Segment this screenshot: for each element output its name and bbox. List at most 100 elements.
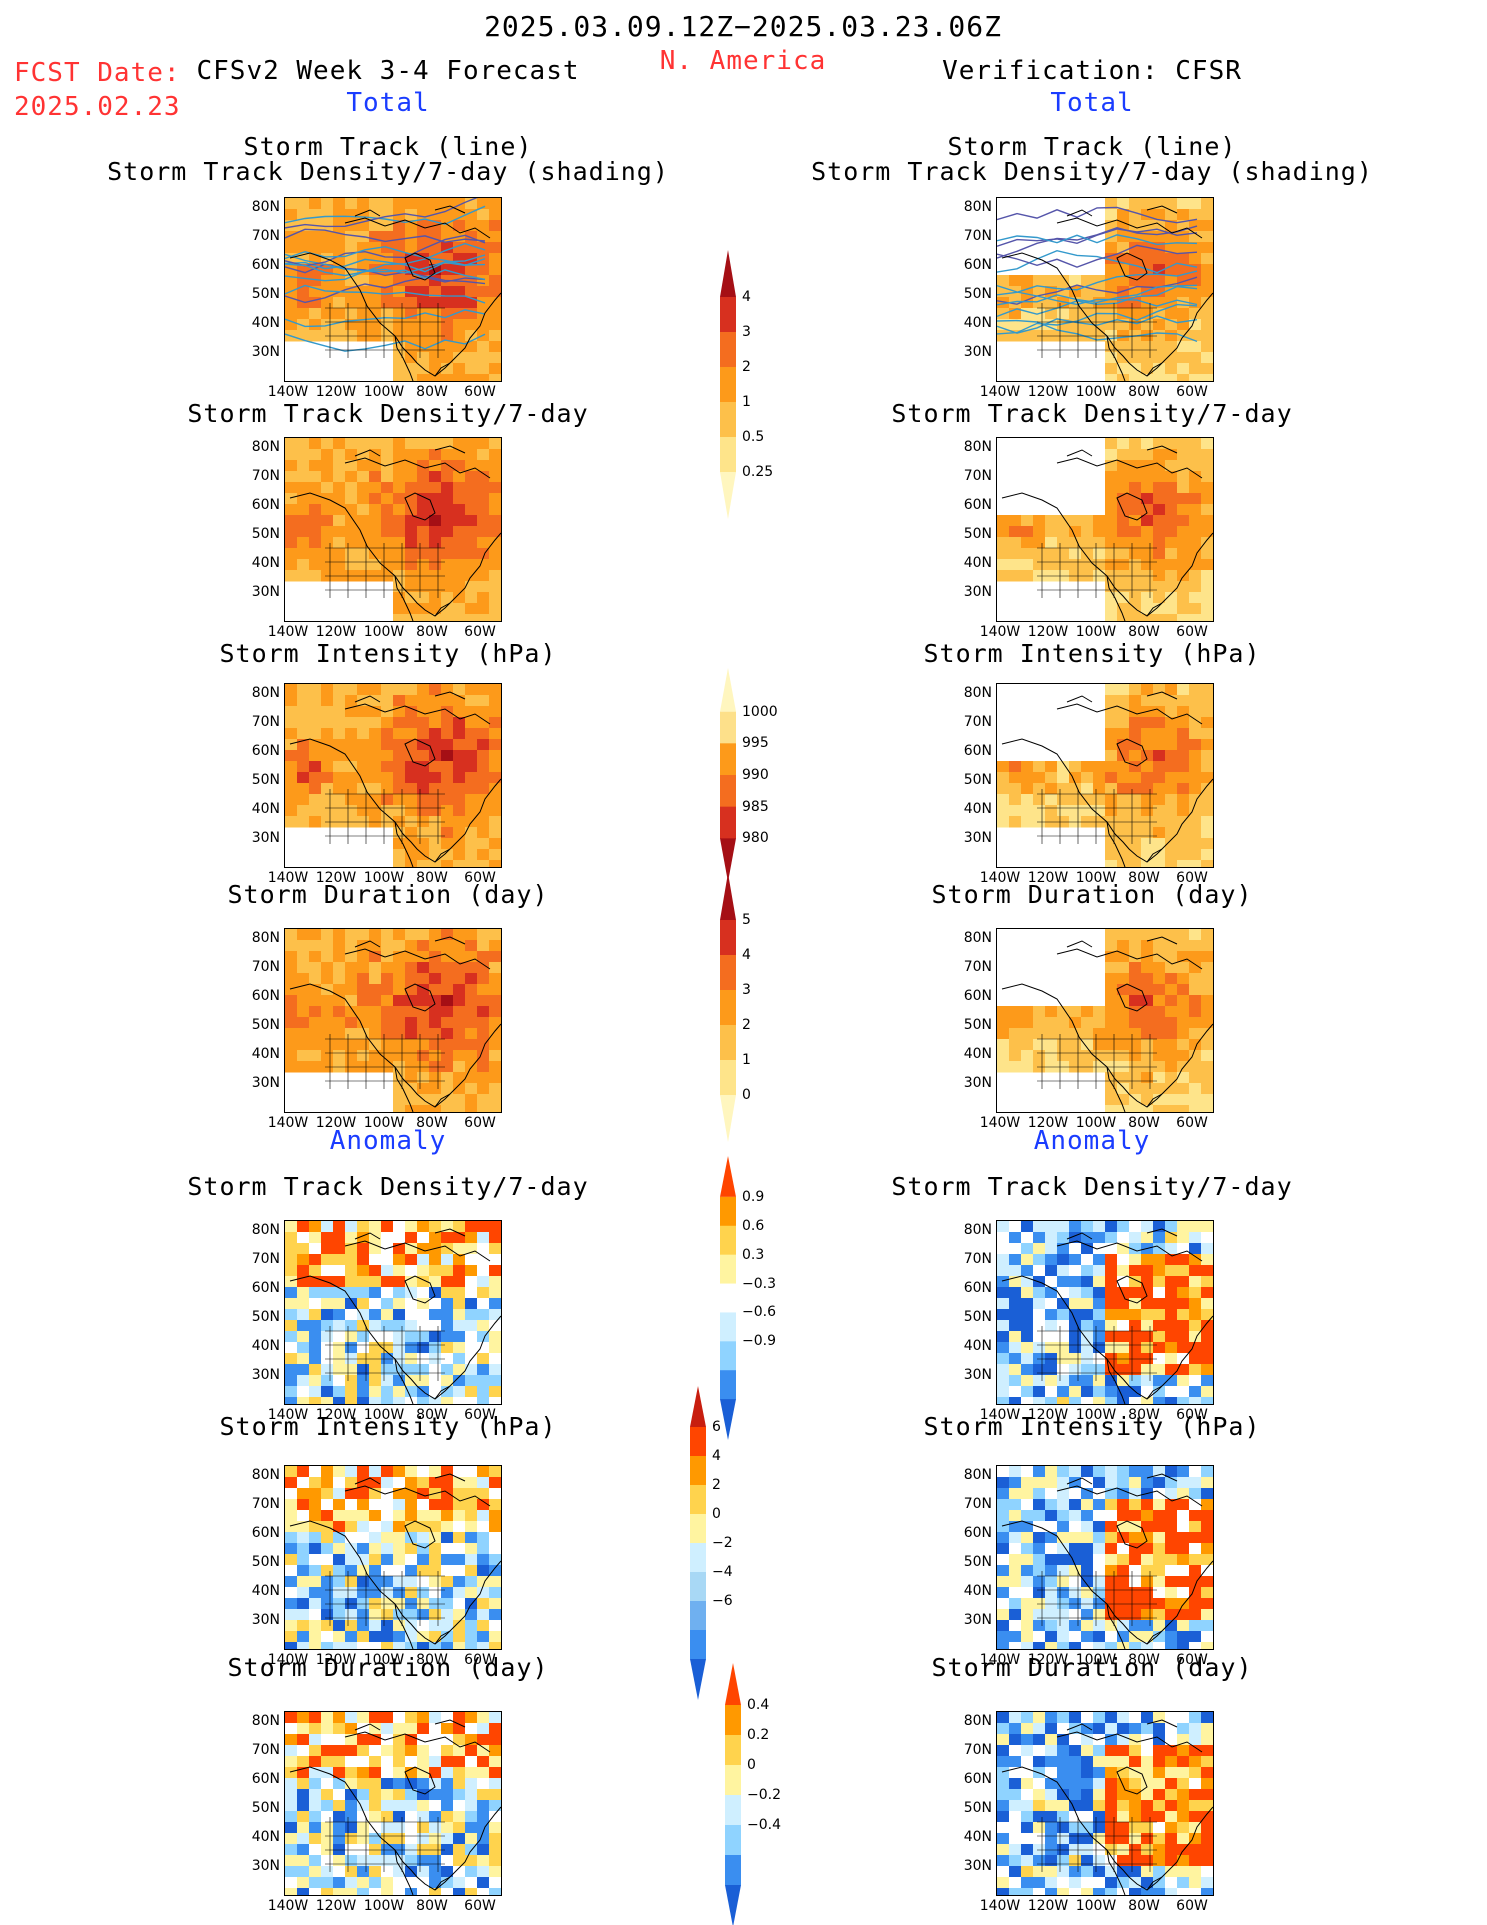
map-shading — [997, 1221, 1213, 1404]
lon-tick-label: 100W — [363, 1898, 405, 1914]
colorbar-segment — [720, 367, 736, 403]
map-shading — [285, 198, 501, 381]
lon-tick-label: 120W — [1027, 870, 1069, 886]
forecast-period: 2025.03.09.12Z−2025.03.23.06Z — [484, 10, 1002, 43]
colorbar-segment — [720, 402, 736, 438]
lon-tick-label: 140W — [979, 1115, 1021, 1131]
lon-tick-label: 60W — [1176, 1407, 1208, 1423]
colorbar-segment — [720, 806, 736, 839]
lon-tick-label: 100W — [1075, 1115, 1117, 1131]
lon-tick-label: 60W — [1176, 870, 1208, 886]
lat-tick-label: 80N — [251, 1222, 280, 1238]
panel-title-density-anom-right: Storm Track Density/7-day — [891, 1172, 1293, 1201]
lat-tick-label: 30N — [251, 1075, 280, 1091]
lon-tick-label: 140W — [979, 1652, 1021, 1668]
lon-tick-label: 120W — [1027, 1407, 1069, 1423]
lat-tick-label: 50N — [963, 1554, 992, 1570]
lat-tick-label: 60N — [251, 257, 280, 273]
colorbar-segment — [720, 1095, 736, 1142]
lat-tick-label: 50N — [963, 286, 992, 302]
lat-tick-label: 40N — [251, 1829, 280, 1845]
lon-tick-label: 140W — [979, 624, 1021, 640]
colorbar-label: 4 — [712, 1448, 721, 1464]
colorbar-segment — [725, 1663, 741, 1705]
map-shading — [285, 1466, 501, 1649]
lon-tick-label: 60W — [1176, 384, 1208, 400]
colorbar-density_total — [720, 250, 736, 519]
anomaly-label-right: Anomaly — [1033, 1126, 1151, 1156]
lat-tick-label: 50N — [251, 1017, 280, 1033]
map-shading — [997, 684, 1213, 867]
lon-tick-label: 120W — [315, 624, 357, 640]
lon-tick-label: 100W — [363, 870, 405, 886]
lat-tick-label: 40N — [251, 315, 280, 331]
lat-tick-label: 50N — [251, 526, 280, 542]
lat-tick-label: 60N — [251, 1280, 280, 1296]
fcst-date-label: FCST Date: — [14, 58, 181, 88]
lat-tick-label: 30N — [963, 584, 992, 600]
map-shading — [997, 1712, 1213, 1895]
lat-tick-label: 60N — [963, 988, 992, 1004]
panel-title-intensity-right: Storm Intensity (hPa) — [923, 639, 1261, 668]
map-shading — [285, 438, 501, 621]
lat-tick-label: 70N — [963, 468, 992, 484]
lat-tick-label: 40N — [251, 555, 280, 571]
colorbar-label: −2 — [712, 1535, 733, 1551]
lon-tick-label: 80W — [416, 1898, 448, 1914]
lat-tick-label: 30N — [963, 830, 992, 846]
colorbar-label: −4 — [712, 1564, 733, 1580]
colorbar-segment — [720, 1196, 736, 1227]
lat-tick-label: 30N — [963, 1612, 992, 1628]
lon-tick-label: 80W — [1128, 624, 1160, 640]
lat-tick-label: 50N — [251, 286, 280, 302]
colorbar-segment — [720, 1312, 736, 1342]
panel-title-track-shading-left: Storm Track Density/7-day (shading) — [107, 157, 669, 186]
lon-tick-label: 100W — [363, 1407, 405, 1423]
colorbar-segment — [690, 1543, 706, 1573]
colorbar-segment — [720, 1341, 736, 1371]
map-duration-anom-forecast — [284, 1711, 502, 1896]
map-intensity-forecast — [284, 683, 502, 868]
colorbar-segment — [690, 1572, 706, 1602]
lat-tick-label: 40N — [963, 1829, 992, 1845]
panel-title-track-line-right: Storm Track (line) — [947, 132, 1237, 161]
panel-title-duration-anom-right: Storm Duration (day) — [931, 1653, 1253, 1682]
lat-tick-label: 60N — [963, 743, 992, 759]
colorbar-segment — [720, 1283, 736, 1313]
colorbar-label: 4 — [742, 947, 751, 963]
anomaly-label-left: Anomaly — [329, 1126, 447, 1156]
lon-tick-label: 60W — [464, 1115, 496, 1131]
colorbar-label: 2 — [742, 1017, 751, 1033]
colorbar-label: −0.2 — [747, 1787, 781, 1803]
colorbar-segment — [690, 1427, 706, 1457]
lat-tick-label: 40N — [251, 1583, 280, 1599]
lon-tick-label: 60W — [464, 384, 496, 400]
lat-tick-label: 80N — [963, 930, 992, 946]
colorbar-label: 1 — [742, 394, 751, 410]
lon-tick-label: 120W — [315, 870, 357, 886]
panel-title-density-right: Storm Track Density/7-day — [891, 399, 1293, 428]
lon-tick-label: 140W — [267, 870, 309, 886]
lat-tick-label: 30N — [251, 584, 280, 600]
lon-tick-label: 80W — [1128, 1115, 1160, 1131]
lon-tick-label: 120W — [1027, 1898, 1069, 1914]
lon-tick-label: 80W — [416, 870, 448, 886]
lat-tick-label: 70N — [963, 1742, 992, 1758]
lat-tick-label: 70N — [963, 959, 992, 975]
lon-tick-label: 60W — [1176, 1115, 1208, 1131]
colorbar-segment — [720, 873, 736, 920]
lat-tick-label: 60N — [251, 1525, 280, 1541]
panel-title-intensity-anom-right: Storm Intensity (hPa) — [923, 1412, 1261, 1441]
lon-tick-label: 80W — [416, 1652, 448, 1668]
colorbar-label: 0.25 — [742, 464, 774, 480]
colorbar-label: 0 — [747, 1757, 756, 1773]
lat-tick-label: 80N — [251, 930, 280, 946]
lon-tick-label: 120W — [1027, 1115, 1069, 1131]
colorbar-segment — [720, 1370, 736, 1400]
colorbar-segment — [690, 1386, 706, 1427]
colorbar-label: 0 — [712, 1506, 721, 1522]
lat-tick-label: 60N — [963, 497, 992, 513]
lon-tick-label: 100W — [363, 1652, 405, 1668]
lat-tick-label: 80N — [963, 439, 992, 455]
lat-tick-label: 60N — [251, 497, 280, 513]
